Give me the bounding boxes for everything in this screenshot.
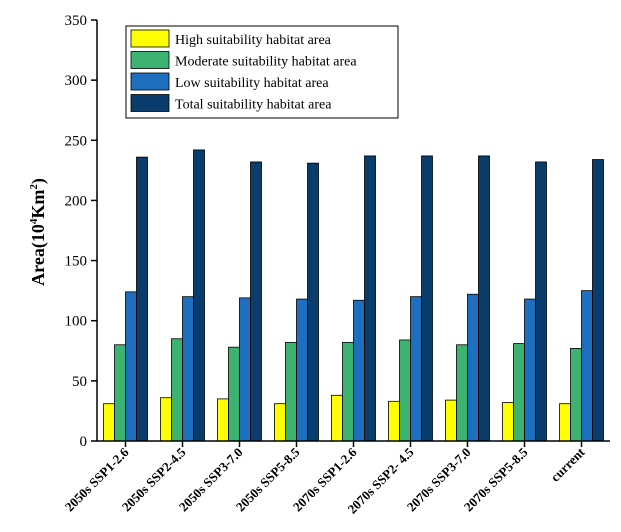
- bar: [364, 155, 376, 442]
- bar: [285, 341, 297, 442]
- y-tick-label: 0: [80, 434, 88, 450]
- bar: [307, 162, 319, 442]
- legend-swatch: [130, 29, 170, 48]
- y-label-mid: Km: [28, 190, 48, 219]
- bar: [160, 397, 172, 442]
- bar: [513, 343, 525, 442]
- bar: [478, 155, 490, 442]
- bar: [559, 403, 571, 442]
- y-tick-label: 200: [65, 193, 88, 209]
- bar: [136, 156, 148, 442]
- bar: [228, 346, 240, 442]
- bar: [217, 398, 229, 442]
- bar: [171, 338, 183, 442]
- bar: [353, 299, 365, 442]
- legend-label: Moderate suitability habitat area: [175, 55, 357, 70]
- legend-label: Low suitability habitat area: [175, 76, 329, 91]
- bar: [388, 400, 400, 442]
- y-ticks-group: 0 50 100 150 200 250 300 350: [65, 13, 97, 450]
- legend-box: [125, 25, 399, 119]
- y-label-exp2: 2: [28, 184, 40, 190]
- bar: [193, 149, 205, 442]
- bar: [342, 341, 354, 442]
- bar: [592, 159, 604, 442]
- bar: [239, 297, 251, 442]
- bar: [535, 161, 547, 442]
- y-tick-label: 100: [65, 314, 88, 330]
- bar: [399, 339, 411, 442]
- legend-swatch: [130, 51, 170, 69]
- bar: [456, 344, 468, 442]
- y-tick-label: 250: [65, 133, 88, 149]
- bar: [502, 402, 514, 442]
- bar: [410, 296, 422, 442]
- y-label-base: Area(10: [28, 224, 49, 286]
- bar: [524, 298, 536, 442]
- bar: [182, 296, 194, 442]
- bar: [103, 403, 115, 442]
- y-tick-label: 350: [65, 13, 88, 29]
- bar: [581, 290, 593, 442]
- y-label-exp1: 4: [28, 218, 40, 224]
- bar: [274, 403, 286, 442]
- bar: [296, 298, 308, 442]
- y-label-end: ): [28, 178, 49, 184]
- bar: [331, 394, 343, 442]
- bar: [250, 161, 262, 442]
- bars-group: [103, 149, 604, 442]
- bar: [421, 155, 433, 442]
- y-tick-label: 150: [65, 254, 88, 270]
- bar: [114, 344, 126, 442]
- legend-label: Total suitability habitat area: [175, 98, 332, 113]
- x-tick-label: current: [548, 444, 589, 485]
- legend-swatch: [130, 94, 170, 112]
- legend: High suitability habitat area Moderate su…: [125, 25, 399, 119]
- bar: [125, 291, 137, 442]
- y-tick-label: 50: [72, 374, 87, 390]
- legend-label: High suitability habitat area: [175, 33, 332, 48]
- y-axis-label: Area(104Km2): [28, 178, 49, 286]
- legend-swatch: [130, 72, 170, 91]
- bar: [570, 347, 582, 442]
- bar: [445, 399, 457, 442]
- y-tick-label: 300: [65, 73, 88, 89]
- bar: [467, 293, 479, 442]
